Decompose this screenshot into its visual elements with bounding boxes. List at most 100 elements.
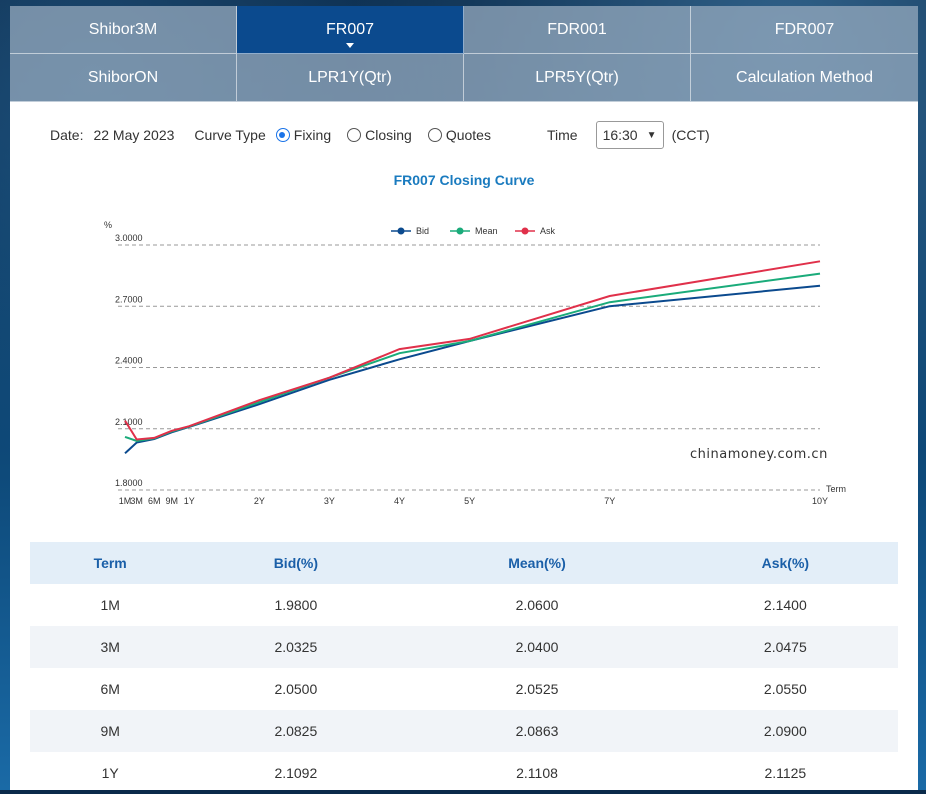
legend-marker [521, 227, 529, 235]
legend-item-ask: Ask [515, 226, 556, 236]
radio-label: Closing [365, 127, 412, 143]
tab-label: FDR007 [774, 20, 835, 38]
x-tick-label: 7Y [604, 496, 615, 506]
y-axis-unit: % [104, 220, 112, 230]
table-header-row: Term Bid(%) Mean(%) Ask(%) [30, 542, 898, 584]
cell-mean: 2.0863 [401, 710, 673, 752]
x-tick-label: 10Y [812, 496, 828, 506]
radio-dot-icon [427, 128, 442, 142]
legend-marker [456, 227, 464, 235]
series-line-bid [124, 284, 821, 455]
legend-label: Mean [475, 226, 498, 236]
table-row: 9M 2.0825 2.0863 2.0900 [30, 710, 898, 752]
table-row: 1M 1.9800 2.0600 2.1400 [30, 584, 898, 626]
chart-gridlines [118, 244, 820, 491]
cell-bid: 1.9800 [274, 597, 318, 613]
x-tick-label: 3Y [324, 496, 335, 506]
col-header-bid: Bid(%) [190, 542, 402, 584]
cell-mean: 2.0525 [515, 681, 559, 697]
radio-label: Quotes [445, 127, 491, 143]
curve-type-label: Curve Type [194, 127, 266, 143]
x-tick-label: 3M [130, 496, 143, 506]
series-line-ask [124, 260, 821, 441]
cell-term: 3M [30, 626, 191, 668]
x-tick-label: 1Y [184, 496, 195, 506]
cell-term: 1Y [101, 765, 119, 781]
tab-lpr5y[interactable]: LPR5Y(Qtr) [464, 54, 691, 102]
date-value: 22 May 2023 [93, 127, 175, 143]
radio-closing[interactable]: Closing [347, 127, 412, 143]
tab-label: ShiborON [87, 68, 159, 86]
cell-bid: 2.0325 [190, 626, 402, 668]
tab-shiboron[interactable]: ShiborON [10, 54, 237, 102]
tab-label: LPR1Y(Qtr) [308, 68, 392, 86]
tab-calculation-method[interactable]: Calculation Method [691, 54, 918, 102]
radio-dot-icon [347, 128, 362, 142]
legend-item-mean: Mean [450, 226, 498, 236]
cell-term: 9M [30, 710, 191, 752]
y-tick-label: 1.8000 [115, 478, 143, 488]
cell-ask: 2.1400 [763, 597, 807, 613]
cell-term: 1M [100, 597, 120, 613]
cell-ask: 2.0550 [763, 681, 807, 697]
legend-label: Ask [540, 226, 556, 236]
x-tick-label: 5Y [464, 496, 475, 506]
radio-quotes[interactable]: Quotes [427, 127, 491, 143]
time-value: 16:30 [602, 127, 638, 143]
x-axis-ticks: 1M 3M 6M 9M 1Y 2Y 3Y 4Y 5Y 7Y 10Y [119, 496, 828, 506]
cell-bid: 2.0500 [274, 681, 318, 697]
tab-label: Calculation Method [736, 68, 873, 86]
legend-label: Bid [416, 226, 429, 236]
chart-watermark: chinamoney.com.cn [690, 447, 828, 462]
radio-fixing[interactable]: Fixing [275, 127, 332, 143]
radio-dot-icon [275, 128, 290, 142]
col-header-mean: Mean(%) [401, 542, 673, 584]
tab-fdr001[interactable]: FDR001 [464, 6, 691, 54]
cell-ask: 2.0475 [672, 626, 898, 668]
tab-fdr007[interactable]: FDR007 [691, 6, 918, 54]
cell-bid: 2.0825 [190, 710, 402, 752]
tab-label: FDR001 [547, 20, 607, 38]
y-axis-ticks: 3.0000 2.7000 2.4000 2.1000 1.8000 [115, 233, 143, 488]
cell-mean: 2.1108 [516, 765, 558, 781]
y-tick-label: 2.7000 [115, 294, 143, 304]
curve-controls: Date: 22 May 2023 Curve Type Fixing Clos… [50, 120, 910, 150]
cell-ask: 2.0900 [672, 710, 898, 752]
col-header-ask: Ask(%) [672, 542, 898, 584]
x-tick-label: 1M [119, 496, 132, 506]
legend-item-bid: Bid [391, 226, 429, 236]
radio-label: Fixing [293, 127, 332, 143]
table-row: 1Y 2.1092 2.1108 2.1125 [30, 752, 898, 794]
x-tick-label: 6M [148, 496, 161, 506]
series-line-mean [124, 272, 821, 443]
time-label: Time [546, 127, 578, 143]
x-axis-title: Term [826, 484, 846, 494]
x-tick-label: 2Y [254, 496, 265, 506]
cell-bid: 2.1092 [274, 765, 318, 781]
rate-tabs: Shibor3M FR007 FDR001 FDR007 ShiborON LP… [10, 6, 918, 102]
tab-lpr1y[interactable]: LPR1Y(Qtr) [237, 54, 464, 102]
table-row: 3M 2.0325 2.0400 2.0475 [30, 626, 898, 668]
y-tick-label: 2.1000 [115, 417, 143, 427]
timezone-label: (CCT) [671, 127, 710, 143]
series-lines [124, 260, 821, 455]
x-tick-label: 9M [165, 496, 178, 506]
cell-ask: 2.1125 [764, 765, 807, 781]
legend-marker [397, 227, 405, 235]
x-tick-label: 4Y [394, 496, 405, 506]
chevron-down-icon: ▼ [646, 129, 657, 141]
tab-fr007[interactable]: FR007 [237, 6, 464, 54]
chart-legend: Bid Mean Ask [391, 226, 556, 236]
content-panel: Date: 22 May 2023 Curve Type Fixing Clos… [10, 102, 918, 790]
y-tick-label: 3.0000 [115, 233, 143, 243]
tab-label: FR007 [325, 20, 375, 38]
time-select[interactable]: 16:30 ▼ [595, 121, 664, 149]
cell-term: 6M [100, 681, 120, 697]
date-label: Date: [50, 127, 84, 143]
chart-title: FR007 Closing Curve [393, 172, 535, 188]
table-row: 6M 2.0500 2.0525 2.0550 [30, 668, 898, 710]
tab-shibor3m[interactable]: Shibor3M [10, 6, 237, 54]
cell-mean: 2.0400 [401, 626, 673, 668]
rate-table: Term Bid(%) Mean(%) Ask(%) 1M 1.9800 2.060… [30, 542, 898, 794]
